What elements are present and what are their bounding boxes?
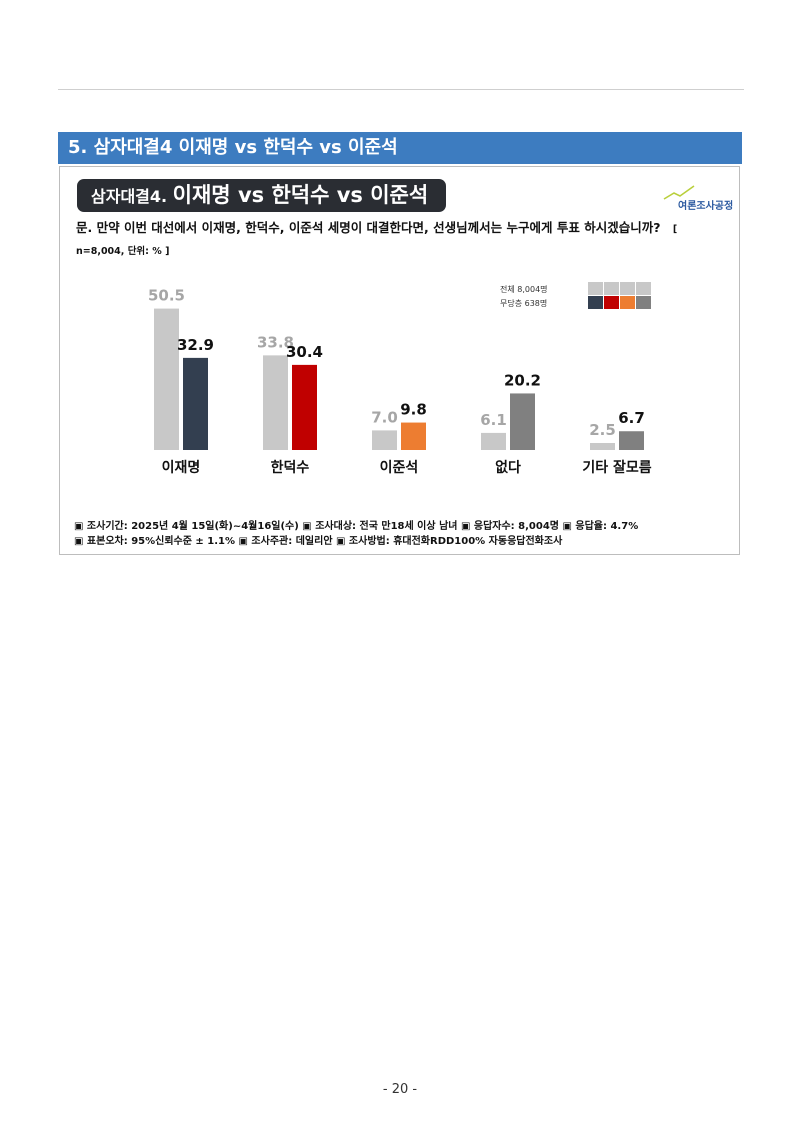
bar-total-3 [481, 432, 506, 450]
category-label-3: 없다 [495, 460, 521, 476]
section-title: 5. 삼자대결4 이재명 vs 한덕수 vs 이준석 [58, 132, 742, 164]
category-label-4: 기타 잘모름 [582, 460, 651, 476]
bar-independent-3 [510, 393, 535, 450]
bar-independent-4 [619, 431, 644, 450]
data-label-total-2: 7.0 [371, 408, 398, 426]
bar-independent-0 [183, 357, 208, 450]
question-text: 문. 만약 이번 대선에서 이재명, 한덕수, 이준석 세명이 대결한다면, 선… [76, 220, 661, 235]
top-divider [58, 89, 744, 90]
category-label-0: 이재명 [162, 459, 201, 476]
footer-line-2: ▣ 표본오차: 95%신뢰수준 ± 1.1% ▣ 조사주관: 데일리안 ▣ 조사… [74, 536, 563, 547]
bar-independent-2 [401, 422, 426, 450]
legend-swatch-0-1 [604, 282, 619, 295]
legend-swatch-1-1 [604, 296, 619, 309]
chart-panel: 삼자대결4. 이재명 vs 한덕수 vs 이준석 여론조사공정 문. 만약 이번… [59, 166, 740, 555]
data-label-total-1: 33.8 [257, 333, 294, 351]
footer-line-1: ▣ 조사기간: 2025년 4월 15일(화)~4월16일(수) ▣ 조사대상:… [74, 521, 639, 532]
survey-question: 문. 만약 이번 대선에서 이재명, 한덕수, 이준석 세명이 대결한다면, 선… [76, 218, 726, 262]
legend-swatch-0-2 [620, 282, 635, 295]
data-label-independent-3: 20.2 [504, 371, 541, 389]
category-label-1: 한덕수 [271, 459, 310, 476]
bar-total-4 [590, 443, 615, 450]
data-label-total-0: 50.5 [148, 287, 185, 305]
category-label-2: 이준석 [380, 459, 419, 476]
bar-total-2 [372, 430, 397, 450]
pollster-logo: 여론조사공정 [660, 183, 733, 212]
chart-title-pill: 삼자대결4. 이재명 vs 한덕수 vs 이준석 [77, 179, 447, 212]
bar-total-1 [263, 355, 288, 450]
legend-swatch-1-0 [588, 296, 603, 309]
chart-title-prefix: 삼자대결4. [91, 187, 168, 206]
logo-mark-icon [663, 185, 695, 200]
logo-text: 여론조사공정 [678, 201, 734, 212]
data-label-total-3: 6.1 [480, 411, 507, 429]
survey-footer: ▣ 조사기간: 2025년 4월 15일(화)~4월16일(수) ▣ 조사대상:… [74, 519, 734, 549]
data-label-independent-0: 32.9 [177, 336, 214, 354]
question-note: [ n=8,004, 단위: % ] [76, 224, 678, 257]
data-label-independent-2: 9.8 [400, 401, 427, 419]
legend-label-total: 전체 8,004명 [500, 285, 548, 294]
page-number: - 20 - [382, 1082, 418, 1097]
legend-swatch-1-2 [620, 296, 635, 309]
data-label-independent-4: 6.7 [618, 409, 645, 427]
bar-chart: 50.5 32.9 이재명 33.830.4 한덕수 7.0 9.8 이준석 6.1 20.2 없다… [148, 282, 652, 476]
legend-swatch-0-0 [588, 282, 603, 295]
data-label-total-4: 2.5 [589, 421, 616, 439]
legend-swatch-1-3 [636, 296, 651, 309]
data-label-independent-1: 30.4 [286, 343, 323, 361]
chart-title-main: 이재명 vs 한덕수 vs 이준석 [172, 183, 429, 207]
bar-total-0 [154, 308, 179, 450]
legend-label-independent: 무당층 638명 [500, 299, 548, 308]
bar-independent-1 [292, 364, 317, 450]
legend-swatch-0-3 [636, 282, 651, 295]
